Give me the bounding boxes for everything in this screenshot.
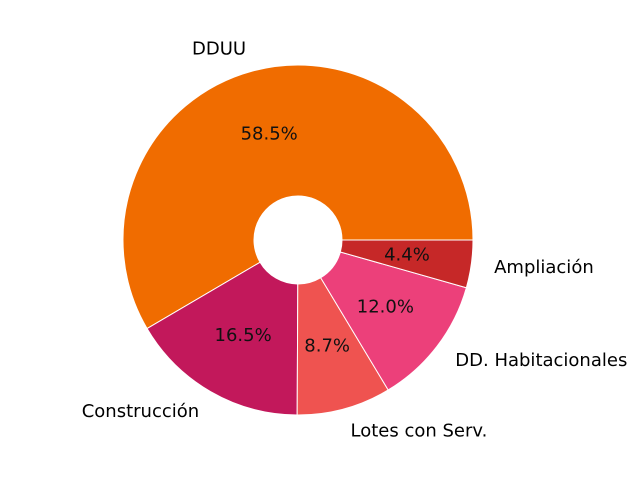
percent-labels-group: 58.5% 16.5% 8.7% 12.0% 4.4% <box>215 123 430 356</box>
category-label-ampliacion: Ampliación <box>494 257 594 278</box>
category-label-construccion: Construcción <box>82 401 199 422</box>
percent-label-ampliacion: 4.4% <box>384 245 430 266</box>
slice-dd-habitacionales <box>319 251 467 391</box>
category-labels-group: DDUU Construcción Lotes con Serv. DD. Habit… <box>82 38 628 441</box>
slice-construccion <box>146 261 299 416</box>
percent-label-lotes-con-serv: 8.7% <box>304 336 350 357</box>
percent-label-dd-habitacionales: 12.0% <box>357 296 414 317</box>
category-label-dduu: DDUU <box>192 38 246 59</box>
category-label-lotes-con-serv: Lotes con Serv. <box>350 420 487 441</box>
percent-label-construccion: 16.5% <box>215 325 272 346</box>
slices-group <box>122 64 474 416</box>
slice-dduu <box>122 64 474 330</box>
category-label-dd-habitacionales: DD. Habitacionales <box>455 350 627 371</box>
percent-label-dduu: 58.5% <box>241 123 298 144</box>
slice-ampliacion <box>339 239 474 289</box>
